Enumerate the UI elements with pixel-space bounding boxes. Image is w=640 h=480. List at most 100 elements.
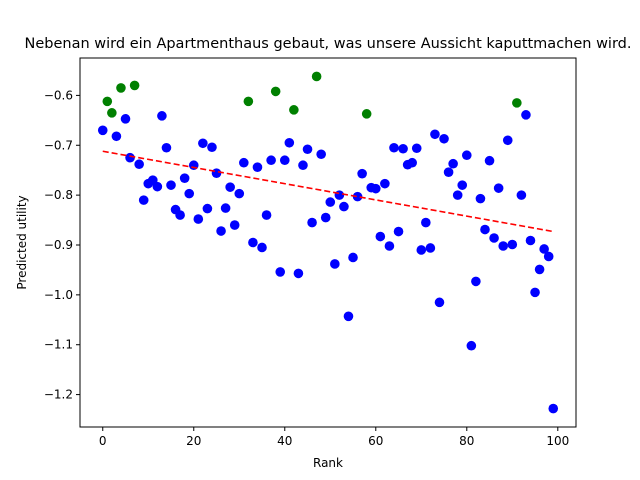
blue-data-point [193, 214, 204, 224]
blue-data-point [480, 224, 490, 235]
blue-data-point [252, 162, 263, 173]
blue-data-point [275, 267, 286, 277]
blue-data-point [357, 168, 367, 179]
blue-data-point [334, 190, 345, 200]
blue-data-point [521, 110, 531, 120]
green-data-point [129, 80, 140, 91]
blue-data-point [97, 125, 108, 136]
blue-data-point [502, 135, 513, 146]
blue-data-point [266, 155, 276, 166]
plot-frame [79, 57, 577, 428]
blue-data-point [384, 241, 395, 251]
blue-data-point [138, 195, 149, 205]
blue-data-point [279, 155, 290, 166]
x-tick-label: 100 [546, 434, 569, 448]
blue-data-point [157, 111, 167, 121]
blue-data-point [398, 143, 408, 154]
blue-data-point [284, 137, 295, 148]
blue-data-point [302, 144, 313, 155]
x-axis-label: Rank [313, 456, 343, 470]
x-tick-label: 60 [368, 434, 383, 448]
blue-data-point [330, 259, 340, 269]
blue-data-point [225, 182, 235, 192]
blue-data-point [234, 188, 245, 199]
blue-data-point [293, 268, 304, 279]
y-tick-label: −1.2 [44, 388, 73, 402]
blue-data-point [452, 190, 463, 200]
x-tick-label: 80 [459, 434, 474, 448]
blue-data-point [443, 167, 454, 177]
green-data-point [512, 98, 522, 108]
blue-data-point [393, 226, 404, 237]
x-axis-ticks: 0 20 40 60 80 100 [99, 427, 569, 448]
blue-data-point [111, 131, 122, 142]
data-points [97, 71, 559, 414]
blue-data-point [239, 157, 249, 168]
blue-data-point [471, 276, 481, 287]
green-data-point [243, 96, 254, 107]
blue-data-point [416, 245, 427, 255]
blue-data-point [316, 149, 326, 160]
blue-data-point [430, 129, 440, 140]
x-tick-label: 40 [277, 434, 292, 448]
blue-data-point [325, 197, 336, 207]
green-data-point [289, 105, 299, 115]
blue-data-point [484, 155, 495, 166]
blue-data-point [202, 203, 213, 214]
blue-data-point [175, 210, 185, 220]
blue-data-point [248, 237, 258, 248]
blue-data-point [543, 251, 554, 262]
blue-data-point [161, 142, 172, 153]
blue-data-point [461, 150, 472, 161]
y-tick-label: −0.9 [44, 238, 73, 252]
x-tick-label: 0 [99, 434, 107, 448]
blue-data-point [539, 244, 549, 254]
green-data-point [311, 71, 322, 82]
blue-data-point [343, 311, 354, 322]
y-axis-ticks: −1.2 −1.1 −1.0 −0.9 −0.8 −0.7 −0.6 [44, 88, 80, 402]
y-tick-label: −1.0 [44, 288, 73, 302]
blue-data-point [411, 143, 422, 154]
y-axis-label: Predicted utility [15, 195, 29, 289]
blue-data-point [307, 217, 317, 228]
y-tick-label: −0.8 [44, 188, 73, 202]
green-data-point [107, 108, 117, 118]
blue-data-point [207, 142, 217, 153]
blue-data-point [380, 178, 390, 189]
blue-data-point [421, 217, 431, 228]
blue-data-point [439, 133, 449, 144]
blue-data-point [375, 231, 386, 242]
blue-data-point [493, 183, 504, 193]
blue-data-point [257, 242, 267, 253]
green-data-point [270, 86, 281, 97]
y-tick-label: −1.1 [44, 338, 73, 352]
blue-data-point [425, 243, 436, 253]
blue-data-point [516, 190, 527, 200]
blue-data-point [339, 201, 349, 212]
blue-data-point [548, 403, 559, 414]
blue-data-point [320, 212, 331, 223]
blue-data-point [525, 235, 536, 246]
blue-data-point [179, 173, 190, 183]
trend-line-group [102, 150, 554, 233]
blue-data-point [134, 159, 144, 170]
chart-title: Nebenan wird ein Apartmenthaus gebaut, w… [25, 36, 632, 52]
blue-data-point [152, 181, 163, 192]
blue-data-point [466, 340, 477, 351]
green-data-point [361, 109, 372, 119]
blue-data-point [184, 188, 195, 199]
blue-data-point [370, 183, 381, 194]
blue-data-point [261, 210, 272, 220]
blue-data-point [498, 241, 508, 251]
blue-data-point [407, 157, 417, 168]
blue-data-point [534, 264, 545, 275]
blue-data-point [448, 158, 458, 169]
blue-data-point [166, 180, 176, 190]
blue-data-point [348, 252, 358, 263]
green-data-point [116, 83, 126, 93]
blue-data-point [120, 114, 131, 124]
trend-line [102, 150, 554, 233]
blue-data-point [352, 191, 363, 202]
x-tick-label: 20 [186, 434, 201, 448]
